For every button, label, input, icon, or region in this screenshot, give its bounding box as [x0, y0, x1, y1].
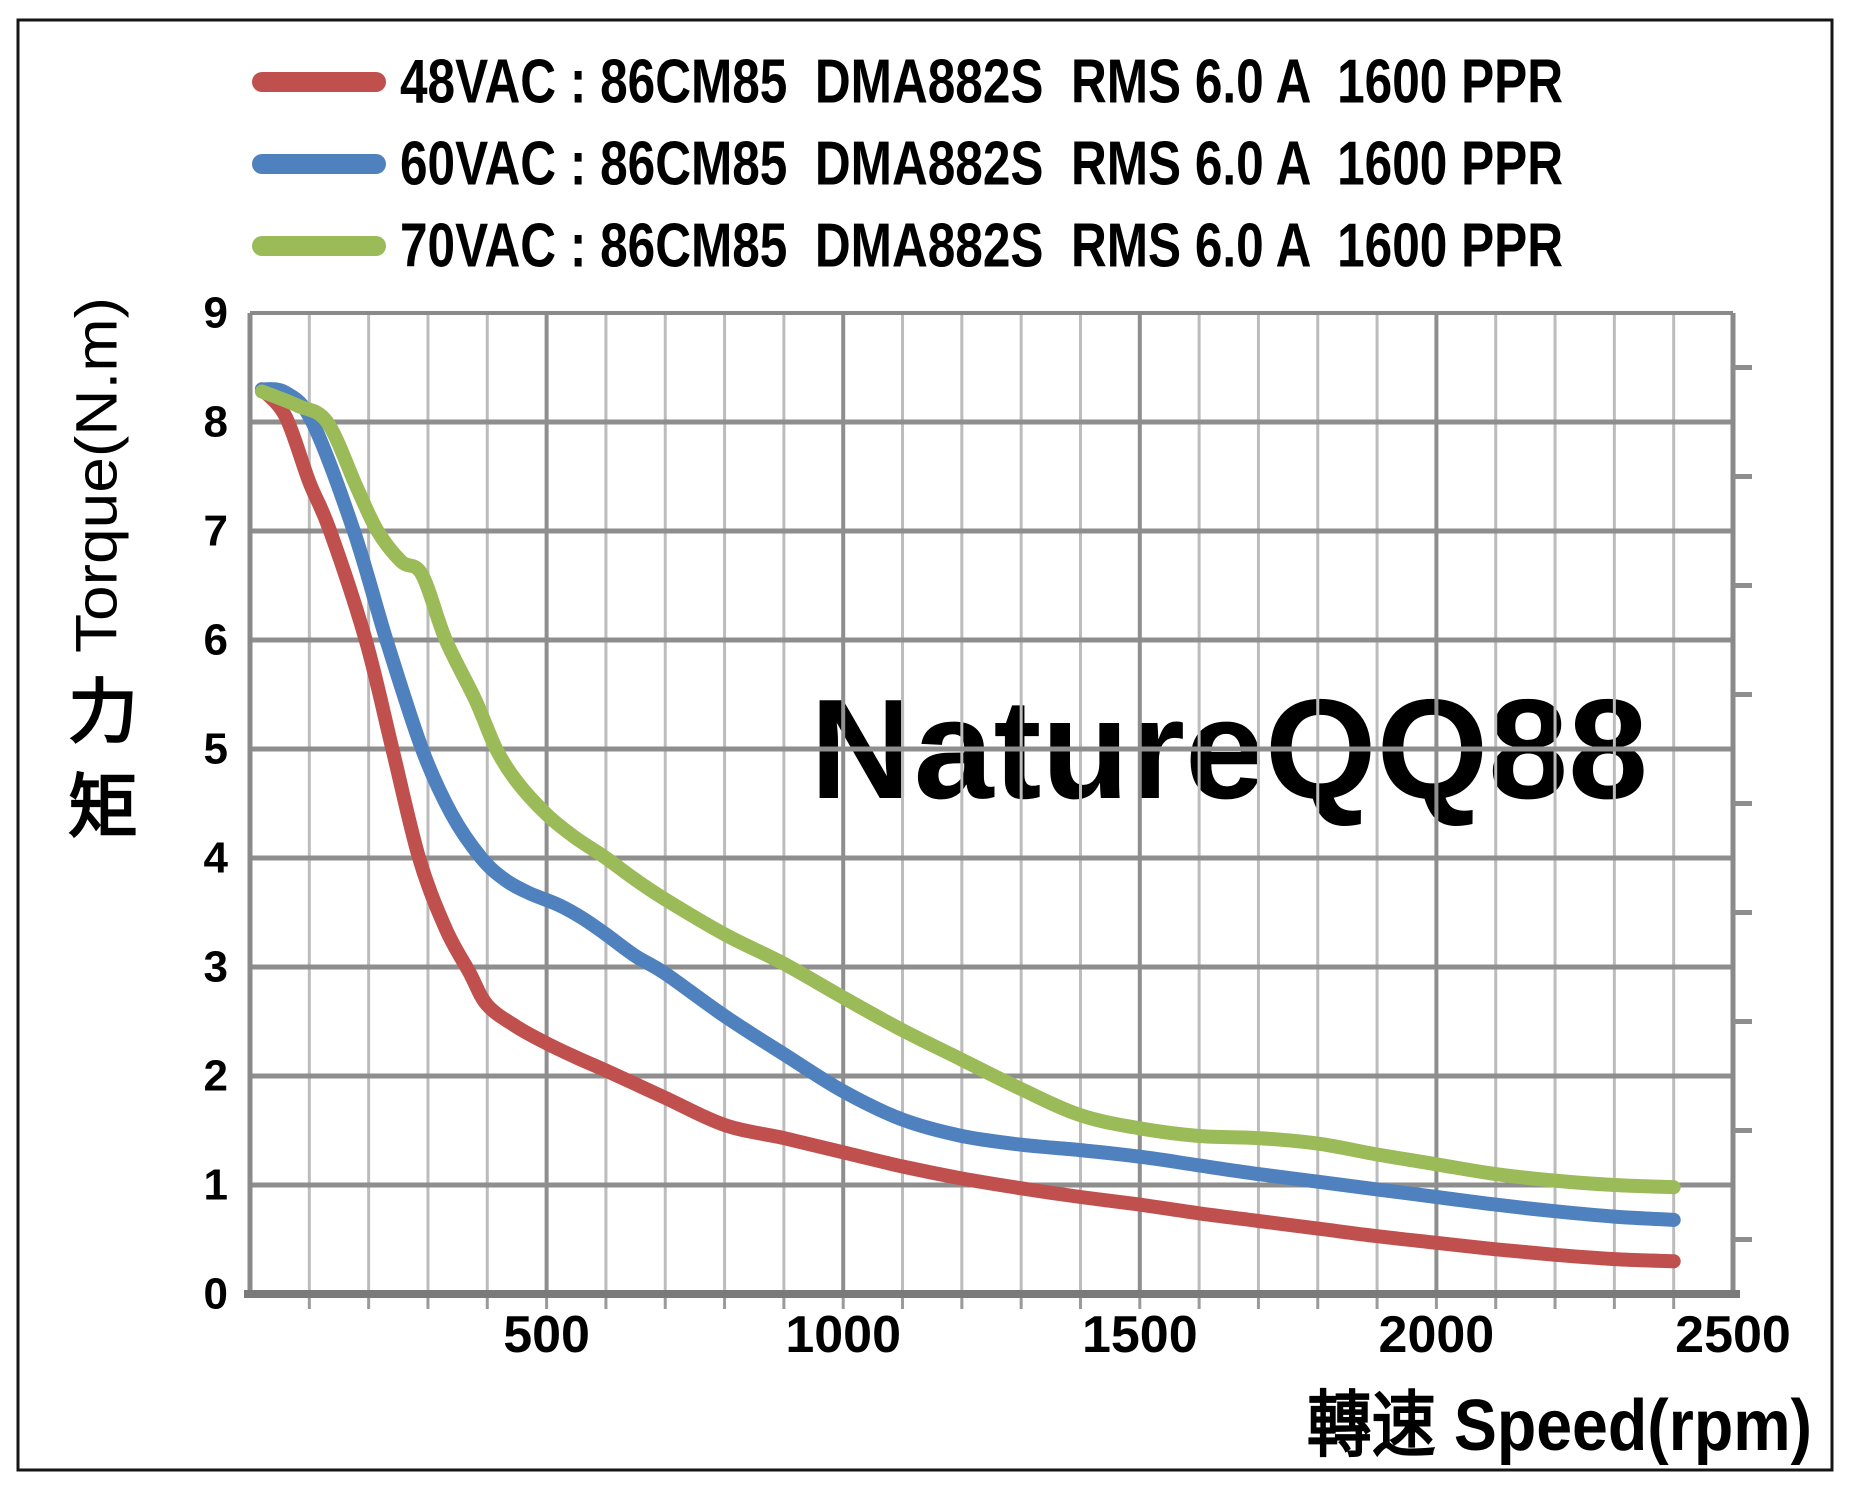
curve-60vac — [254, 382, 1681, 1227]
x-tick-label: 500 — [503, 1306, 590, 1364]
y-tick-label: 5 — [204, 725, 228, 774]
y-tick-label: 8 — [204, 398, 228, 447]
x-axis-title: 轉速 Speed(rpm) — [1307, 1386, 1812, 1466]
legend-swatch-48vac — [252, 72, 386, 92]
y-tick-label: 1 — [204, 1161, 228, 1210]
y-axis-title: Torque(N.m) — [65, 297, 130, 653]
x-tick-label: 1500 — [1082, 1306, 1198, 1364]
curves — [254, 382, 1681, 1269]
legend-label-60vac: 60VAC : 86CM85 DMA882S RMS 6.0 A 1600 PP… — [400, 130, 1563, 199]
y-tick-label: 0 — [204, 1270, 228, 1319]
legend-label-70vac: 70VAC : 86CM85 DMA882S RMS 6.0 A 1600 PP… — [400, 212, 1563, 281]
y-tick-label: 3 — [204, 943, 228, 992]
x-tick-label: 2000 — [1379, 1306, 1495, 1364]
y-tick-label: 7 — [204, 507, 228, 556]
x-tick-label: 2500 — [1675, 1306, 1791, 1364]
figure-border — [16, 18, 1834, 1472]
y-axis-cjk-ju: 矩 — [68, 768, 138, 846]
y-axis-cjk-li: 力 — [68, 673, 138, 751]
y-tick-label: 4 — [204, 834, 229, 883]
curve-48vac — [254, 382, 1681, 1269]
y-tick-label: 9 — [204, 289, 228, 338]
legend-swatch-70vac — [252, 236, 386, 256]
legend-swatch-60vac — [252, 154, 386, 174]
x-tick-label: 1000 — [785, 1306, 901, 1364]
legend-label-48vac: 48VAC : 86CM85 DMA882S RMS 6.0 A 1600 PP… — [400, 48, 1563, 117]
legend-swatches — [252, 72, 386, 256]
curve-70vac — [254, 384, 1681, 1195]
y-tick-label: 2 — [204, 1052, 228, 1101]
tick-labels: 0 1 2 3 4 5 6 7 8 9 500 1000 1500 2000 2500 — [204, 289, 1791, 1365]
y-tick-label: 6 — [204, 616, 228, 665]
